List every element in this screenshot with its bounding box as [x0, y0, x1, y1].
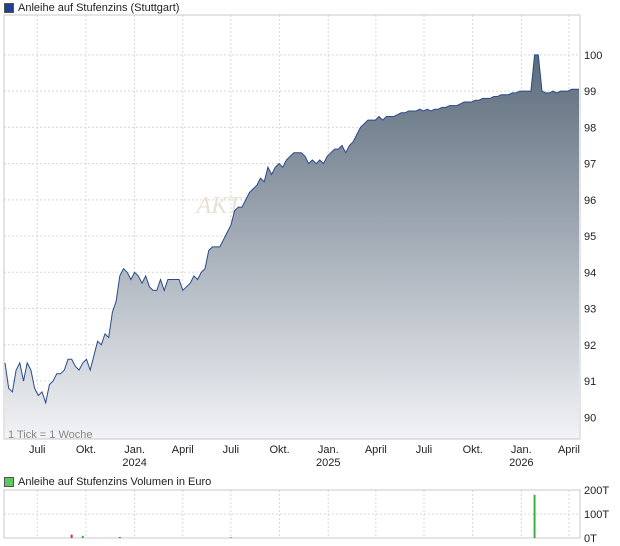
volume-legend: Anleihe auf Stufenzins Volumen in Euro [4, 476, 211, 488]
tick-note: 1 Tick = 1 Woche [8, 429, 92, 441]
volume-bars [70, 494, 536, 538]
volume-legend-swatch [4, 477, 14, 487]
volume-bar-0 [70, 534, 73, 538]
price-plot-frame [3, 14, 581, 440]
price-y-axis: 90 91 92 93 94 95 96 97 98 99 100 [584, 50, 602, 424]
price-y-tick-label-6: 96 [584, 195, 596, 207]
price-y-tick-label-5: 95 [584, 231, 596, 243]
price-area [5, 54, 579, 440]
price-y-tick-label-9: 99 [584, 86, 596, 98]
price-x-tick-label-1: Okt. [76, 444, 96, 456]
volume-chart-title: Anleihe auf Stufenzins Volumen in Euro [18, 476, 212, 488]
price-x-tick-label-5: Okt. [269, 444, 289, 456]
price-chart-title: Anleihe auf Stufenzins (Stuttgart) [18, 2, 180, 14]
price-x-tick-label-7: April [365, 444, 387, 456]
price-x-year-label-6: 2025 [316, 457, 340, 469]
price-x-year-label-10: 2026 [509, 457, 533, 469]
price-y-tick-label-0: 90 [584, 412, 596, 424]
volume-bar-2 [118, 537, 121, 538]
price-x-tick-label-4: Juli [223, 444, 240, 456]
price-y-tick-label-4: 94 [584, 267, 596, 279]
price-x-tick-label-6: Jan. [318, 444, 339, 456]
price-x-tick-label-0: Juli [29, 444, 46, 456]
price-x-tick-label-10: Jan. [511, 444, 532, 456]
price-y-tick-label-8: 98 [584, 122, 596, 134]
price-y-tick-label-3: 93 [584, 304, 596, 316]
volume-bar-4 [533, 494, 536, 538]
price-x-tick-label-11: April [558, 444, 580, 456]
price-x-tick-label-9: Okt. [463, 444, 483, 456]
price-y-tick-label-2: 92 [584, 340, 596, 352]
price-y-tick-label-1: 91 [584, 376, 596, 388]
price-legend-swatch [4, 3, 14, 13]
price-y-tick-label-10: 100 [584, 50, 602, 62]
volume-y-tick-label-2: 200T [584, 485, 609, 497]
volume-grid [4, 489, 580, 539]
volume-bar-3 [229, 537, 232, 538]
price-y-tick-label-7: 97 [584, 159, 596, 171]
volume-y-tick-label-1: 100T [584, 509, 609, 521]
price-line [4, 54, 579, 405]
price-x-year-label-2: 2024 [122, 457, 146, 469]
price-x-tick-label-3: April [172, 444, 194, 456]
price-x-tick-label-8: Juli [416, 444, 433, 456]
volume-plot-frame [3, 489, 581, 539]
price-legend: Anleihe auf Stufenzins (Stuttgart) [4, 2, 179, 14]
volume-bar-1 [81, 535, 84, 538]
volume-y-tick-label-0: 0T [584, 533, 597, 545]
volume-y-axis: 0T 100T 200T [584, 485, 609, 545]
price-x-tick-label-2: Jan. [124, 444, 145, 456]
